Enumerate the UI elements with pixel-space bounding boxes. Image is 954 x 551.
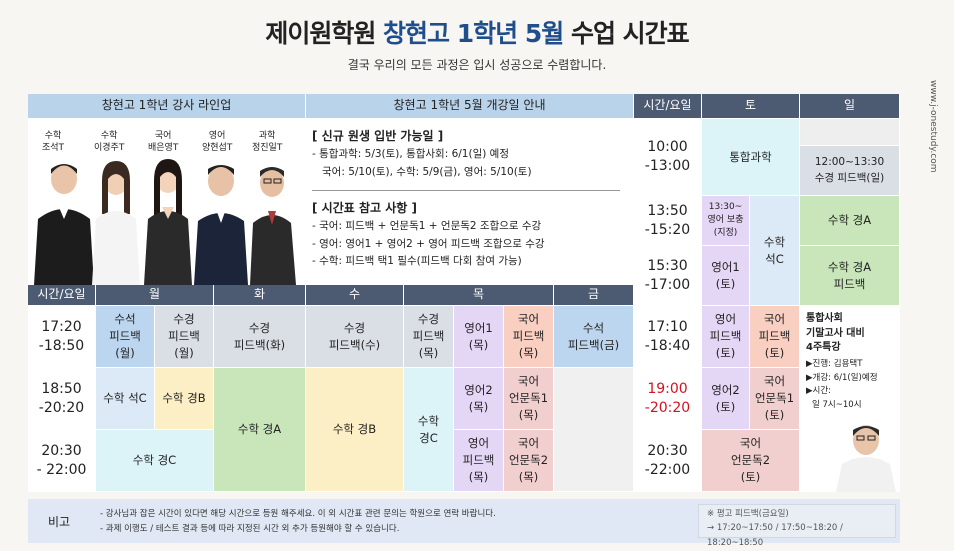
weekend-time-1: 10:00 -13:00 bbox=[634, 119, 702, 196]
cell-mon-fb1: 수석 피드백 (월) bbox=[96, 306, 155, 368]
lineup-panel: 수학 조석T 수학 이경주T 국어 배은영T 영어 양현섭T 과학 정진일T bbox=[28, 119, 306, 285]
cell-sun-math-a: 수학 경A bbox=[800, 196, 900, 246]
weekday-mon-header: 월 bbox=[96, 285, 214, 306]
notice-panel: [ 신규 원생 입반 가능일 ] - 통합과학: 5/3(토), 통합사회: 6… bbox=[306, 119, 634, 285]
cell-thu-eng-fb: 영어 피드백 (목) bbox=[454, 430, 504, 492]
cell-sat-sci: 통합과학 bbox=[702, 119, 800, 196]
cell-mon-math-c2: 수학 경C bbox=[96, 430, 214, 492]
cell-sat-eng1: 영어1 (토) bbox=[702, 246, 750, 306]
weekday-tue-header: 화 bbox=[214, 285, 306, 306]
footer-note-1: - 강사님과 잡은 시간이 있다면 해당 시간으로 등원 해주세요. 이 외 시… bbox=[100, 509, 496, 519]
special-lecture-box: 통합사회 기말고사 대비 4주특강 ▶진행: 김용택T ▶개강: 6/1(일)예… bbox=[800, 306, 900, 492]
notice-line-4: - 영어: 영어1 + 영어2 + 영어 피드백 조합으로 수강 bbox=[312, 237, 545, 250]
cell-thu-kor-r2: 국어 언문독2 (목) bbox=[504, 430, 554, 492]
notice-line-2: 국어: 5/10(토), 수학: 5/9(금), 영어: 5/10(토) bbox=[322, 165, 532, 178]
teacher-label-3: 국어 배은영T bbox=[148, 131, 179, 153]
cell-thu-eng2: 영어2 (목) bbox=[454, 368, 504, 430]
weekend-time-3: 15:30 -17:00 bbox=[634, 246, 702, 306]
footer-note-2: - 과제 이행도 / 테스트 결과 등에 따라 지정된 시간 외 추가 등원해야… bbox=[100, 524, 400, 535]
cell-tue-fb: 수경 피드백(화) bbox=[214, 306, 306, 368]
teacher-photo-2 bbox=[92, 161, 140, 285]
teacher-photo-3 bbox=[144, 159, 192, 285]
cell-sun-empty bbox=[800, 119, 900, 146]
title-rest: 수업 시간표 bbox=[570, 19, 690, 48]
weekday-time-2: 18:50 -20:20 bbox=[28, 368, 96, 430]
cell-mon-math-c: 수학 석C bbox=[96, 368, 155, 430]
weekday-time-header: 시간/요일 bbox=[28, 285, 96, 306]
title-brand: 제이원학원 bbox=[265, 19, 376, 48]
teacher-label-2: 수학 이경주T bbox=[94, 131, 125, 153]
footer-label: 비고 bbox=[48, 515, 71, 529]
teacher-label-1: 수학 조석T bbox=[42, 131, 65, 153]
footer-box-line-2: → 17:20~17:50 / 17:50~18:20 / 18:20~18:5… bbox=[707, 523, 843, 548]
footer: 비고 - 강사님과 잡은 시간이 있다면 해당 시간으로 등원 해주세요. 이 … bbox=[28, 499, 900, 548]
cell-thu-fb: 수경 피드백 (목) bbox=[404, 306, 454, 368]
notice-line-1: - 통합과학: 5/3(토), 통합사회: 6/1(일) 예정 bbox=[312, 148, 509, 160]
weekend-time-header: 시간/요일 bbox=[634, 94, 702, 119]
page-subtitle: 결국 우리의 모든 과정은 입시 성공으로 수렴합니다. bbox=[347, 58, 607, 72]
notice-section2-title: [ 시간표 참고 사항 ] bbox=[312, 200, 417, 215]
notice-divider bbox=[312, 189, 620, 191]
cell-fri-fb: 수석 피드백(금) bbox=[554, 306, 634, 368]
cell-thu-math-c: 수학 경C bbox=[404, 368, 454, 492]
teacher-photos bbox=[34, 159, 296, 285]
cell-mon-math-b: 수학 경B bbox=[155, 368, 214, 430]
weekend-time-4: 17:10 -18:40 bbox=[634, 306, 702, 368]
weekend-time-5: 19:00 -20:20 bbox=[634, 368, 702, 430]
cell-wed-math-b: 수학 경B bbox=[306, 368, 404, 492]
cell-sat-kor-r2: 국어 언문독2 (토) bbox=[702, 430, 800, 492]
special-details: ▶진행: 김용택T ▶개강: 6/1(일)예정 ▶시간: 일 7시~10시 bbox=[806, 359, 878, 410]
cell-sat-eng-fb: 영어 피드백 (토) bbox=[702, 306, 750, 368]
weekday-wed-header: 수 bbox=[306, 285, 404, 306]
cell-thu-kor-r1: 국어 언문독1 (목) bbox=[504, 368, 554, 430]
notice-line-3: - 국어: 피드백 + 언문독1 + 언문독2 조합으로 수강 bbox=[312, 219, 542, 232]
cell-tue-math-a: 수학 경A bbox=[214, 368, 306, 492]
teacher-label-4: 영어 양현섭T bbox=[202, 131, 233, 153]
weekend-time-6: 20:30 -22:00 bbox=[634, 430, 702, 492]
cell-mon-fb2: 수경 피드백 (월) bbox=[155, 306, 214, 368]
weekend-sun-header: 일 bbox=[800, 94, 900, 119]
weekday-time-1: 17:20 -18:50 bbox=[28, 306, 96, 368]
cell-sat-eng2: 영어2 (토) bbox=[702, 368, 750, 430]
cell-sun-math-a-fb: 수학 경A 피드백 bbox=[800, 246, 900, 306]
cell-sat-eng-supp: 13:30~ 영어 보충 (지정) bbox=[702, 196, 750, 246]
weekday-fri-header: 금 bbox=[554, 285, 634, 306]
cell-wed-fb: 수경 피드백(수) bbox=[306, 306, 404, 368]
special-title: 통합사회 기말고사 대비 4주특강 bbox=[806, 313, 865, 353]
footer-feedback-box: ※ 평고 피드백(금요일) → 17:20~17:50 / 17:50~18:2… bbox=[698, 504, 896, 548]
teacher-photo-4 bbox=[194, 165, 248, 285]
weekday-thu-header: 목 bbox=[404, 285, 554, 306]
notice-heading: 창현고 1학년 5월 개강일 안내 bbox=[306, 94, 634, 119]
teacher-photo-5 bbox=[250, 167, 296, 285]
title-highlight: 창현고 1학년 5월 bbox=[383, 19, 564, 48]
side-url: www.j-onestudy.com bbox=[928, 80, 938, 173]
cell-sat-math-c: 수학 석C bbox=[750, 196, 800, 306]
teacher-photo-1 bbox=[34, 164, 94, 285]
weekday-time-3: 20:30- 22:00 bbox=[28, 430, 96, 492]
notice-section1-title: [ 신규 원생 입반 가능일 ] bbox=[312, 129, 444, 143]
page-title: 제이원학원 창현고 1학년 5월 수업 시간표 bbox=[0, 14, 954, 50]
weekend-time-2: 13:50 -15:20 bbox=[634, 196, 702, 246]
cell-sat-kor-fb: 국어 피드백 (토) bbox=[750, 306, 800, 368]
cell-fri-empty bbox=[554, 368, 634, 492]
cell-thu-eng1: 영어1 (목) bbox=[454, 306, 504, 368]
cell-sun-fb: 12:00~13:30 수경 피드백(일) bbox=[800, 146, 900, 196]
lineup-heading: 창현고 1학년 강사 라인업 bbox=[28, 94, 306, 119]
weekend-sat-header: 토 bbox=[702, 94, 800, 119]
special-teacher-photo bbox=[836, 425, 896, 492]
teacher-label-5: 과학 정진일T bbox=[252, 131, 283, 153]
cell-thu-kor-fb: 국어 피드백 (목) bbox=[504, 306, 554, 368]
footer-box-line-1: ※ 평고 피드백(금요일) bbox=[707, 509, 789, 519]
footer-notes: - 강사님과 잡은 시간이 있다면 해당 시간으로 등원 해주세요. 이 외 시… bbox=[100, 507, 496, 538]
notice-line-5: - 수학: 피드백 택1 필수(피드백 다회 참여 가능) bbox=[312, 255, 522, 268]
cell-sat-kor-r1: 국어 언문독1 (토) bbox=[750, 368, 800, 430]
